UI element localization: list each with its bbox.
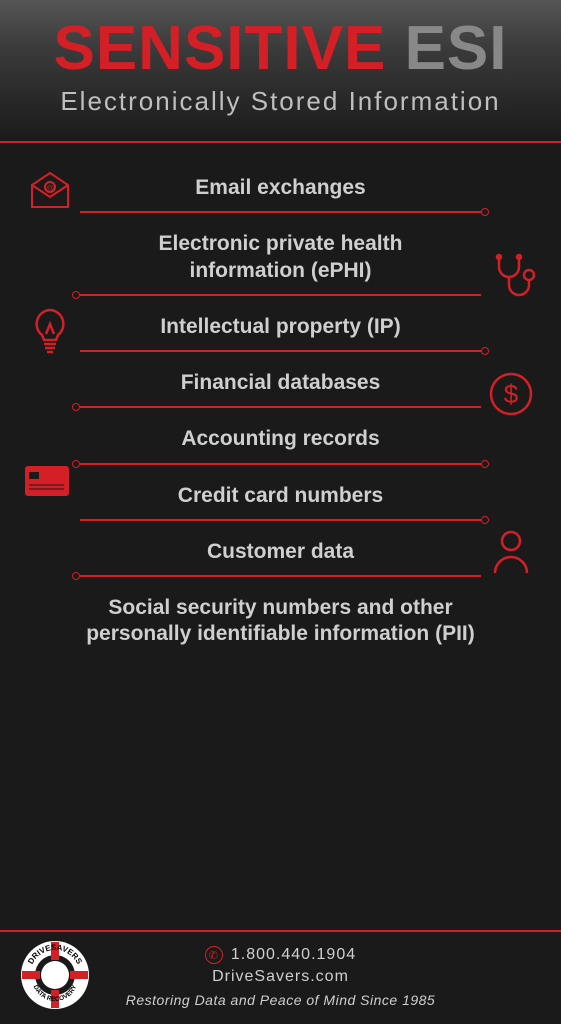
page-title: SENSITIVE ESI [20, 18, 541, 80]
footer-site: DriveSavers.com [20, 968, 541, 986]
phone-icon: ✆ [205, 946, 223, 964]
phone-number: 1.800.440.1904 [231, 946, 356, 964]
person-icon [485, 527, 537, 579]
item-label: Email exchanges [30, 171, 531, 211]
svg-text:@: @ [46, 184, 54, 193]
dollar-icon: $ [485, 368, 537, 420]
item-label: Intellectual property (IP) [30, 310, 531, 350]
header: SENSITIVE ESI Electronically Stored Info… [0, 0, 561, 143]
svg-text:$: $ [504, 379, 519, 409]
item-label: Financial databases [30, 366, 531, 406]
footer: DRIVESAVERS DATA RECOVERY ✆ 1.800.440.19… [0, 930, 561, 1024]
divider [80, 463, 481, 465]
list-item: Electronic private health information (e… [30, 227, 531, 296]
credit-card-icon [24, 465, 70, 499]
item-label: Credit card numbers [30, 479, 531, 519]
divider [80, 406, 481, 408]
footer-tagline: Restoring Data and Peace of Mind Since 1… [20, 992, 541, 1008]
page-subtitle: Electronically Stored Information [20, 86, 541, 117]
divider [80, 294, 481, 296]
lightbulb-icon [24, 304, 76, 356]
list-item: Credit card numbers [30, 479, 531, 521]
footer-phone: ✆ 1.800.440.1904 [20, 946, 541, 964]
list-item: Customer data [30, 535, 531, 577]
item-label: Electronic private health information (e… [30, 227, 531, 294]
drivesavers-logo: DRIVESAVERS DATA RECOVERY [18, 938, 92, 1012]
item-label: Customer data [30, 535, 531, 575]
item-label: Social security numbers and other person… [30, 591, 531, 658]
divider [80, 519, 481, 521]
divider [80, 350, 481, 352]
stethoscope-icon [485, 249, 537, 301]
list-item: Accounting records [30, 422, 531, 464]
email-icon: @ [24, 165, 76, 217]
item-label: Accounting records [30, 422, 531, 462]
list-item: Social security numbers and other person… [30, 591, 531, 658]
title-part1: SENSITIVE [53, 14, 386, 83]
divider [80, 211, 481, 213]
list-item: Intellectual property (IP) [30, 310, 531, 352]
title-part2: ESI [405, 14, 508, 83]
list-item: $ Financial databases [30, 366, 531, 408]
list-item: @ Email exchanges [30, 171, 531, 213]
content-list: @ Email exchanges Electronic private hea… [0, 143, 561, 682]
divider [80, 575, 481, 577]
